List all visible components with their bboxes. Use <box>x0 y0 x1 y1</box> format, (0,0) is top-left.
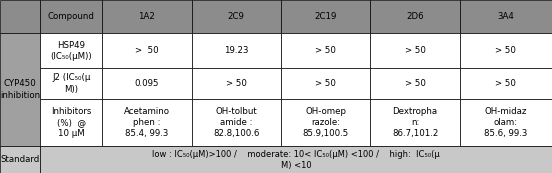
Text: HSP49
(IC₅₀(μM)): HSP49 (IC₅₀(μM)) <box>50 40 92 61</box>
Text: Compound: Compound <box>48 12 94 21</box>
Text: > 50: > 50 <box>405 79 426 88</box>
Text: 0.095: 0.095 <box>135 79 159 88</box>
Text: low : IC₅₀(μM)>100 /    moderate: 10< IC₅₀(μM) <100 /    high:  IC₅₀(μ
M) <10: low : IC₅₀(μM)>100 / moderate: 10< IC₅₀(… <box>152 149 440 170</box>
Bar <box>281 0 370 33</box>
Bar <box>281 33 370 68</box>
Bar <box>370 99 460 146</box>
Text: OH-tolbut
amide :
82.8,100.6: OH-tolbut amide : 82.8,100.6 <box>213 107 259 138</box>
Bar <box>40 99 102 146</box>
Bar <box>370 68 460 99</box>
Bar <box>102 33 192 68</box>
Bar <box>40 68 102 99</box>
Text: OH-omep
razole:
85.9,100.5: OH-omep razole: 85.9,100.5 <box>302 107 349 138</box>
Text: > 50: > 50 <box>405 46 426 55</box>
Bar <box>370 33 460 68</box>
Bar <box>192 99 281 146</box>
Bar <box>40 146 552 173</box>
Bar <box>460 0 552 33</box>
Text: Inhibitors
(%)  @
10 μM: Inhibitors (%) @ 10 μM <box>51 107 92 138</box>
Text: 3A4: 3A4 <box>497 12 514 21</box>
Text: >  50: > 50 <box>135 46 158 55</box>
Bar <box>281 99 370 146</box>
Text: > 50: > 50 <box>496 79 516 88</box>
Bar <box>460 68 552 99</box>
Text: OH-midaz
olam:
85.6, 99.3: OH-midaz olam: 85.6, 99.3 <box>484 107 528 138</box>
Text: > 50: > 50 <box>496 46 516 55</box>
Bar <box>370 0 460 33</box>
Text: Standard: Standard <box>1 155 40 164</box>
Text: > 50: > 50 <box>226 79 247 88</box>
Text: 2C19: 2C19 <box>315 12 337 21</box>
Bar <box>460 99 552 146</box>
Text: > 50: > 50 <box>315 46 336 55</box>
Bar <box>192 68 281 99</box>
Text: 19.23: 19.23 <box>224 46 248 55</box>
Bar <box>40 0 102 33</box>
Text: Dextropha
n:
86.7,101.2: Dextropha n: 86.7,101.2 <box>392 107 438 138</box>
Text: 2D6: 2D6 <box>406 12 424 21</box>
Text: 2C9: 2C9 <box>228 12 245 21</box>
Bar <box>102 68 192 99</box>
Text: J2 (IC₅₀(μ
M)): J2 (IC₅₀(μ M)) <box>52 73 91 94</box>
Bar <box>0 0 40 33</box>
Bar <box>281 68 370 99</box>
Text: 1A2: 1A2 <box>139 12 155 21</box>
Bar <box>40 33 102 68</box>
Text: Acetamino
phen :
85.4, 99.3: Acetamino phen : 85.4, 99.3 <box>124 107 170 138</box>
Bar <box>102 99 192 146</box>
Bar <box>102 0 192 33</box>
Bar <box>192 33 281 68</box>
Bar <box>460 33 552 68</box>
Bar <box>0 33 40 146</box>
Bar <box>192 0 281 33</box>
Text: CYP450
inhibition: CYP450 inhibition <box>0 79 40 100</box>
Text: > 50: > 50 <box>315 79 336 88</box>
Bar <box>0 146 40 173</box>
